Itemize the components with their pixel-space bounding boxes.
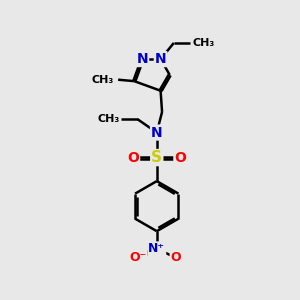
Text: O: O: [174, 151, 186, 165]
Text: CH₃: CH₃: [192, 38, 215, 48]
Text: O: O: [171, 251, 181, 264]
Text: N: N: [151, 125, 163, 140]
Text: N⁺: N⁺: [148, 242, 165, 255]
Text: S: S: [151, 150, 162, 165]
Text: N: N: [136, 52, 148, 66]
Text: CH₃: CH₃: [98, 114, 120, 124]
Text: O: O: [127, 151, 139, 165]
Text: N: N: [155, 52, 167, 66]
Text: O⁻: O⁻: [129, 251, 146, 264]
Text: CH₃: CH₃: [92, 75, 114, 85]
